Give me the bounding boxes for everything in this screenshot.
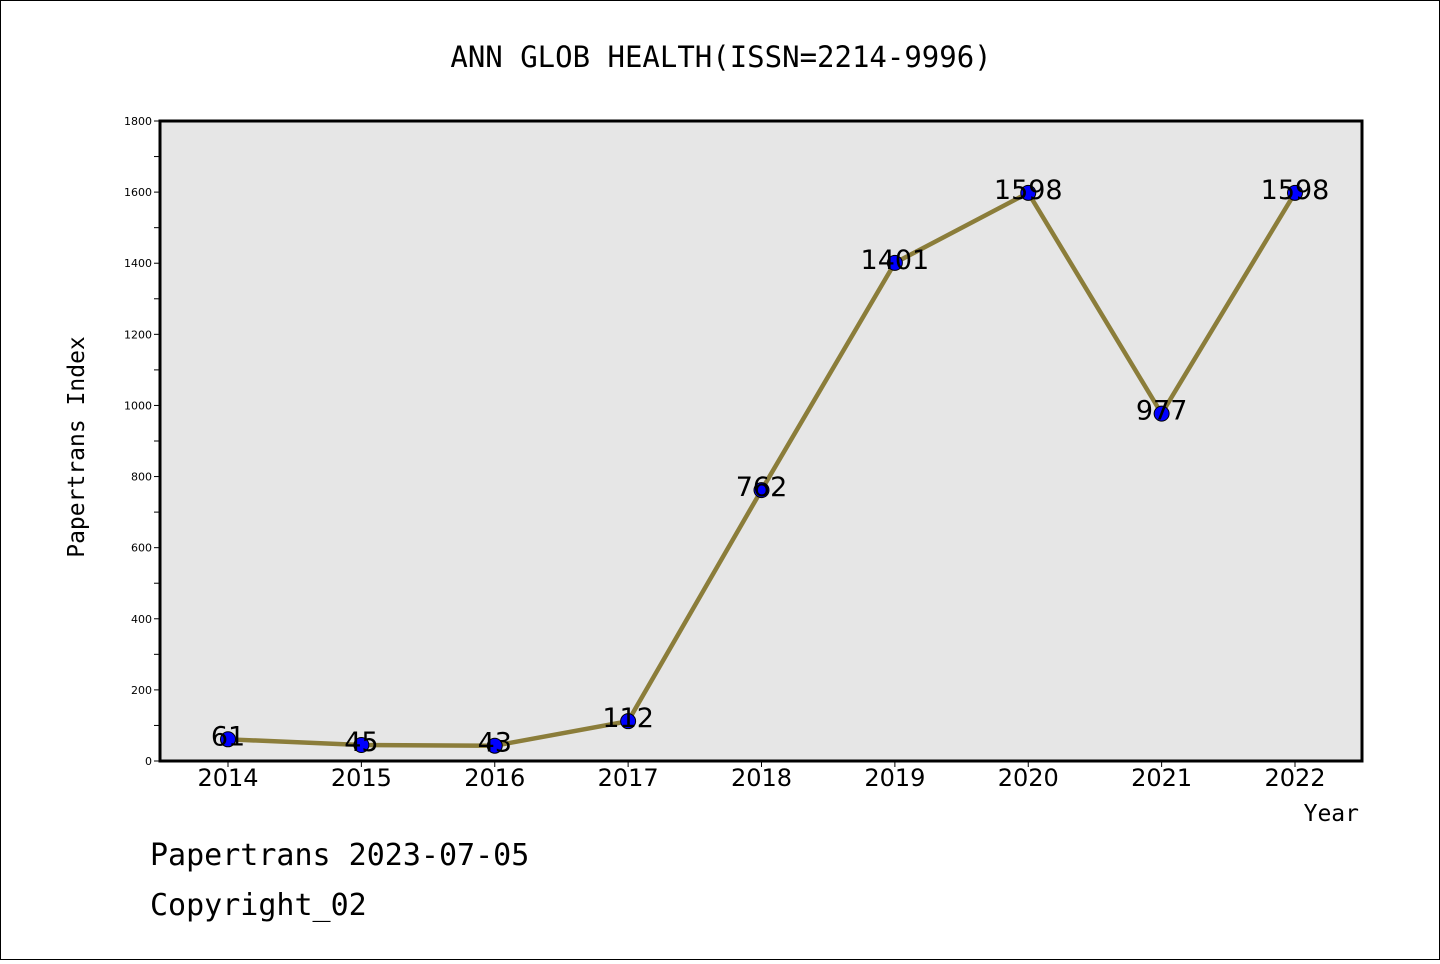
y-axis-label: Papertrans Index [64,336,90,558]
data-point [1020,184,1037,201]
series-line-group [220,184,1303,754]
x-axis: 2014 2015 2016 2017 2018 2019 2020 2021 2022 [197,761,1326,792]
data-label: 1401 [861,245,930,276]
y-tick-label: 600 [131,542,152,555]
x-axis-label: Year [1304,801,1359,827]
data-point [1153,405,1170,422]
data-point [620,713,637,730]
y-tick-label: 400 [131,613,152,626]
y-tick-label: 1000 [124,399,152,412]
y-tick-label: 0 [145,755,152,768]
y-axis: 0 200 400 600 800 1000 1200 1400 1600 1800 [124,115,160,768]
x-tick-label: 2022 [1264,764,1325,792]
x-tick-label: 2015 [331,764,392,792]
data-point [486,737,503,754]
data-label: 762 [736,472,788,503]
plot-area [158,119,1364,763]
data-label: 112 [602,703,654,734]
data-label: 61 [211,721,245,752]
x-tick-label: 2014 [197,764,258,792]
y-tick-label: 800 [131,471,152,484]
data-labels: 61 45 43 112 762 1401 1598 977 1598 [211,175,1330,759]
footer-date: Papertrans 2023-07-05 [150,838,529,873]
data-point [886,254,903,271]
x-tick-label: 2021 [1131,764,1192,792]
y-tick-label: 1800 [124,115,152,128]
data-point [753,482,770,499]
y-tick-label: 1400 [124,257,152,270]
y-tick-label: 200 [131,684,152,697]
data-point [1287,184,1303,201]
x-tick-label: 2017 [598,764,659,792]
data-label: 1598 [1261,175,1330,206]
footer-copyright: Copyright_02 [150,888,367,923]
data-label: 45 [344,727,378,758]
data-label: 43 [478,728,512,759]
x-tick-label: 2016 [464,764,525,792]
data-point [220,731,236,748]
chart-title: ANN GLOB HEALTH(ISSN=2214-9996) [450,40,991,74]
data-label: 977 [1136,396,1188,427]
data-label: 1598 [994,175,1063,206]
y-tick-label: 1600 [124,186,152,199]
x-tick-label: 2019 [864,764,925,792]
y-tick-label: 1200 [124,328,152,341]
x-tick-label: 2020 [998,764,1059,792]
data-point [353,737,370,753]
x-tick-label: 2018 [731,764,792,792]
